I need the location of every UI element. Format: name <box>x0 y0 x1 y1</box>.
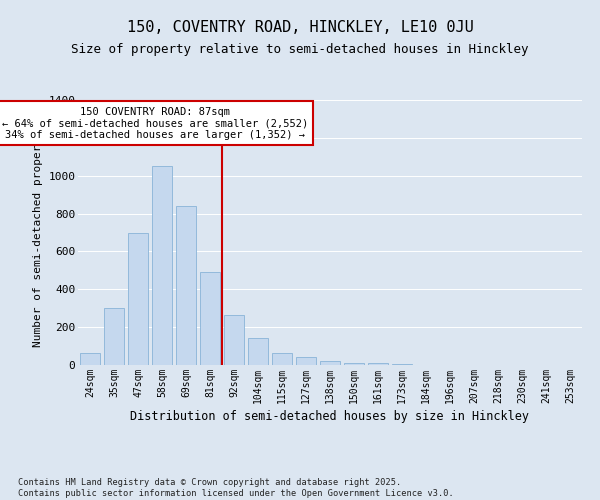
Y-axis label: Number of semi-detached properties: Number of semi-detached properties <box>32 118 43 347</box>
X-axis label: Distribution of semi-detached houses by size in Hinckley: Distribution of semi-detached houses by … <box>131 410 530 423</box>
Bar <box>272 352 292 365</box>
Text: Size of property relative to semi-detached houses in Hinckley: Size of property relative to semi-detach… <box>71 42 529 56</box>
Bar <box>152 166 172 365</box>
Bar <box>320 361 340 365</box>
Bar <box>392 364 412 365</box>
Bar <box>176 206 196 365</box>
Text: 150 COVENTRY ROAD: 87sqm
← 64% of semi-detached houses are smaller (2,552)
34% o: 150 COVENTRY ROAD: 87sqm ← 64% of semi-d… <box>2 106 308 140</box>
Bar <box>248 338 268 365</box>
Bar <box>104 308 124 365</box>
Bar <box>344 362 364 365</box>
Text: Contains HM Land Registry data © Crown copyright and database right 2025.
Contai: Contains HM Land Registry data © Crown c… <box>18 478 454 498</box>
Bar <box>296 358 316 365</box>
Bar <box>368 362 388 365</box>
Bar <box>128 232 148 365</box>
Bar <box>200 272 220 365</box>
Bar <box>224 315 244 365</box>
Text: 150, COVENTRY ROAD, HINCKLEY, LE10 0JU: 150, COVENTRY ROAD, HINCKLEY, LE10 0JU <box>127 20 473 35</box>
Bar <box>80 352 100 365</box>
